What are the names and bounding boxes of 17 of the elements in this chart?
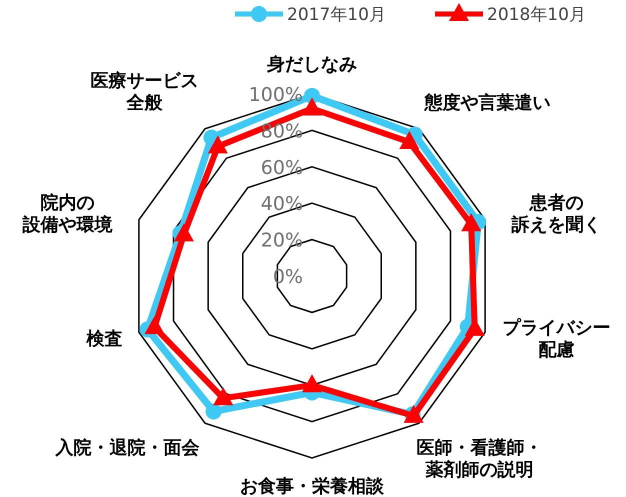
y-tick-label: 60%	[260, 156, 303, 179]
spoke-label: 患者の訴えを聞く	[510, 192, 602, 236]
spoke-label: 医療サービス全般	[90, 70, 199, 114]
spoke-label: 医師・看護師・薬剤師の説明	[416, 437, 542, 480]
legend-label: 2018年10月	[487, 5, 586, 25]
y-tick-label: 40%	[260, 193, 303, 216]
spoke-label: 院内の設備や環境	[21, 192, 112, 236]
spoke-label: プライバシー配慮	[502, 317, 611, 360]
spoke-label: お食事・栄養相談	[240, 476, 385, 497]
spoke-label: 身だしなみ	[266, 54, 357, 75]
y-tick-label: 20%	[260, 230, 303, 252]
legend-label: 2017年10月	[287, 5, 386, 25]
y-tick-label: 80%	[260, 120, 303, 142]
spoke-label: 入院・退院・面会	[54, 437, 201, 458]
spoke-label: 検査	[85, 328, 122, 350]
spoke-label: 態度や言葉遣い	[423, 92, 550, 114]
y-tick-label: 100%	[248, 84, 303, 106]
